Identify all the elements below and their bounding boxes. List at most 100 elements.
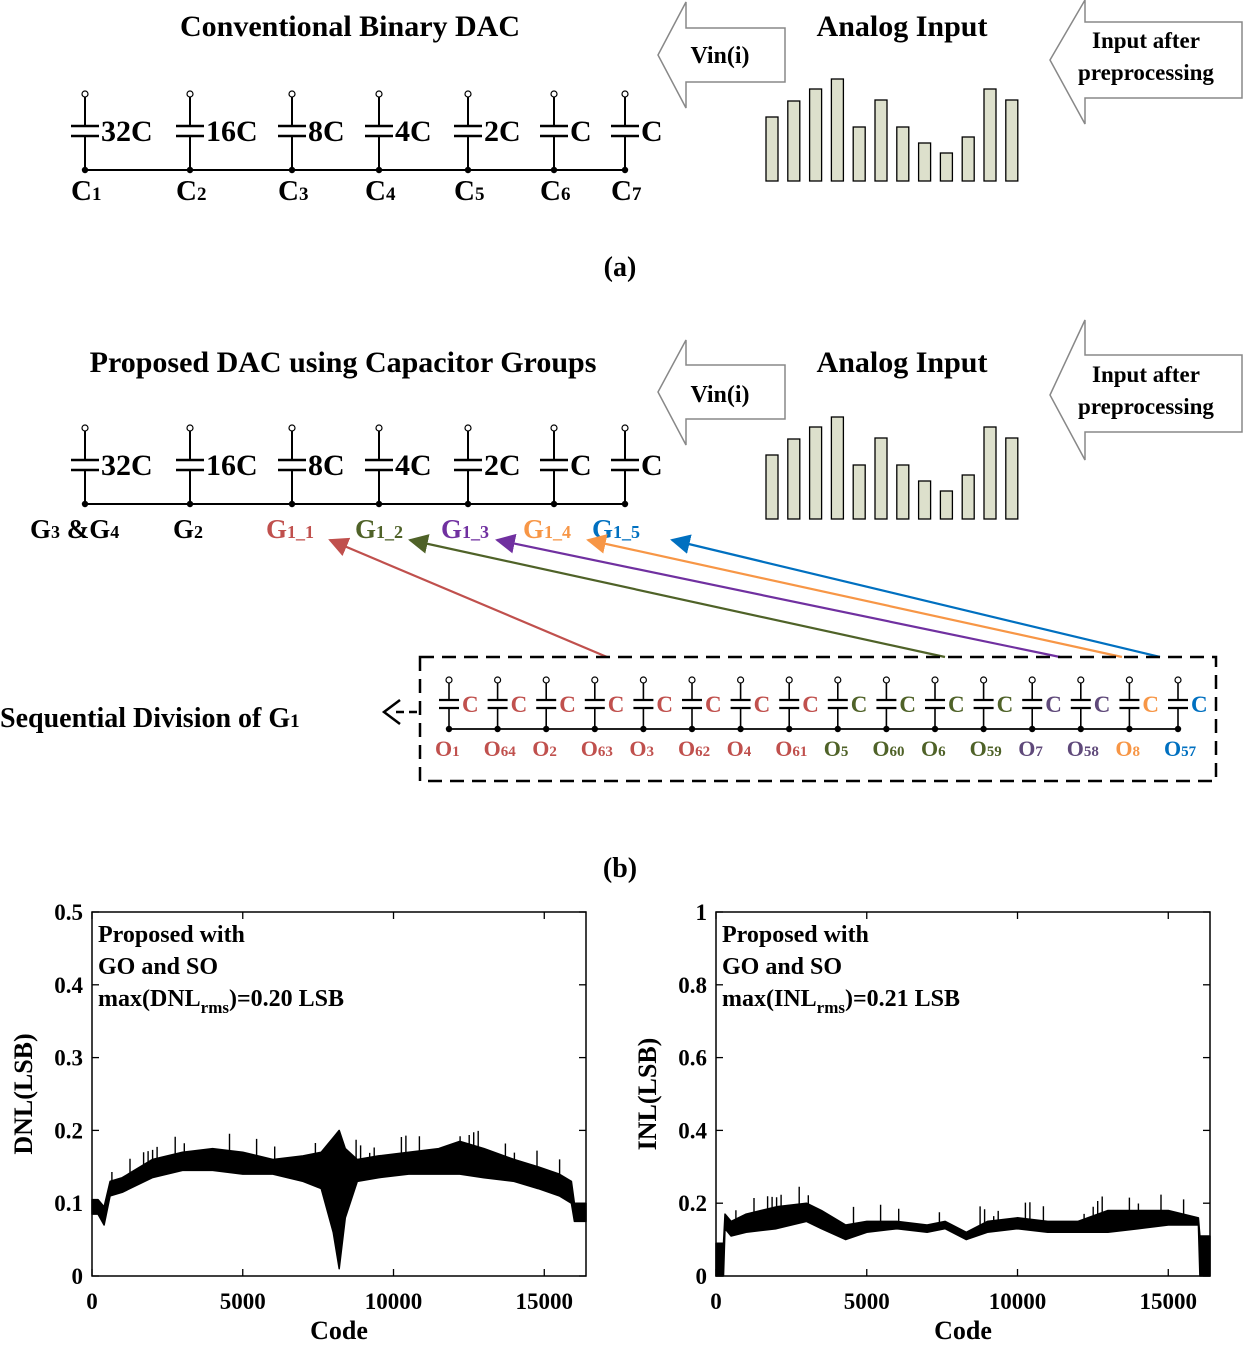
terminal	[464, 90, 472, 98]
terminal	[1077, 676, 1085, 684]
terminal	[445, 676, 453, 684]
data-envelope	[715, 1202, 1211, 1277]
terminal	[375, 90, 383, 98]
group-label-g1-3: G1_3	[441, 514, 489, 544]
unit-capacitor-label: C	[899, 692, 916, 717]
preprocessing-label-b-line1: Input after	[1092, 362, 1200, 387]
group-label-g1-1: G1_1	[266, 514, 314, 544]
unit-node-label: O3	[629, 736, 654, 761]
panel-a: Conventional Binary DAC Analog Input Vin…	[71, 0, 1243, 283]
y-tick-label: 0.2	[54, 1118, 83, 1143]
panel-b: Proposed DAC using Capacitor Groups Anal…	[0, 319, 1243, 884]
unit-node-label: O58	[1067, 736, 1099, 761]
node-label: C1	[71, 175, 101, 207]
x-tick-label: 15000	[516, 1289, 574, 1314]
unit-capacitor-label: C	[608, 692, 625, 717]
terminal	[375, 424, 383, 432]
unit-capacitor-label: C	[802, 692, 819, 717]
node-dot	[883, 725, 890, 733]
vin-label-b: Vin(i)	[690, 382, 749, 408]
node-dot	[81, 166, 89, 174]
analog-input-bar	[830, 78, 845, 182]
group-label-g1-5: G1_5	[592, 514, 640, 544]
node-dot	[688, 725, 696, 733]
arrow-to-g1-2	[408, 534, 946, 659]
analog-input-bar	[939, 490, 954, 520]
annotation-line2: GO and SO	[722, 954, 842, 980]
node-dot	[550, 166, 558, 174]
x-tick-label: 5000	[220, 1289, 266, 1314]
node-dot	[186, 500, 194, 508]
division-bracket	[381, 699, 401, 725]
y-axis-label: DNL(LSB)	[9, 1033, 38, 1154]
unit-capacitor-label: C	[1045, 692, 1062, 717]
terminal	[621, 424, 629, 432]
terminal	[931, 676, 939, 684]
node-dot	[288, 500, 296, 508]
unit-capacitor-label: C	[997, 692, 1014, 717]
y-tick-label: 0.1	[54, 1191, 83, 1216]
unit-capacitor-label: C	[1142, 692, 1159, 717]
analog-input-bar	[1005, 437, 1019, 520]
unit-node-label: O64	[484, 736, 517, 761]
node-dot	[834, 725, 841, 733]
dnl-chart: 0 0.1 0.2 0.3 0.4 0.5 0 5000 10000 15000 Code DNL(L…	[9, 900, 587, 1345]
terminal	[688, 676, 696, 684]
unit-node-label: O7	[1018, 736, 1043, 761]
node-dot	[464, 500, 472, 508]
analog-input-bars-b	[765, 416, 1019, 520]
sequential-division-label: Sequential Division of G1	[0, 703, 300, 734]
unit-node-label: O5	[824, 736, 849, 761]
analog-input-bar	[983, 426, 997, 520]
terminal	[639, 676, 648, 684]
preprocessing-label-line1: Input after	[1092, 28, 1200, 53]
unit-capacitor-label: C	[656, 692, 673, 717]
terminal	[736, 676, 745, 684]
y-tick-label: 0.4	[54, 973, 83, 998]
y-axis-label: INL(LSB)	[633, 1038, 662, 1151]
group-label-g1-4: G1_4	[523, 514, 571, 544]
analog-input-bar	[765, 116, 779, 182]
y-tick-label: 0.2	[678, 1191, 707, 1216]
x-tick-label: 10000	[989, 1289, 1047, 1314]
group-label-g2: G2	[173, 514, 203, 544]
y-tick-label: 0	[696, 1264, 708, 1289]
terminal	[186, 90, 194, 98]
capacitor-value: C	[570, 115, 592, 148]
capacitor-value: 8C	[308, 115, 345, 148]
group-label-g1-2: G1_2	[355, 514, 403, 544]
node-dot	[1174, 725, 1182, 733]
group-mapping-arrows	[328, 533, 1161, 659]
preprocessing-arrow-b	[1049, 319, 1243, 461]
terminal	[81, 424, 89, 432]
vin-arrow-b	[657, 339, 786, 446]
analog-input-bar	[983, 88, 997, 182]
annotation-line3: max(INLrms)=0.21 LSB	[722, 986, 960, 1017]
node-dot	[980, 725, 987, 733]
data-envelope	[91, 1129, 587, 1270]
terminal	[550, 90, 558, 98]
analog-input-bar	[852, 464, 866, 520]
capacitor-value: 4C	[395, 449, 432, 482]
unit-capacitor-label: C	[705, 692, 722, 717]
terminal	[186, 424, 194, 432]
unit-capacitor-label: C	[754, 692, 771, 717]
capacitor-value: 4C	[395, 115, 432, 148]
y-tick-label: 0.6	[678, 1046, 707, 1071]
unit-node-label: O59	[970, 736, 1002, 761]
panel-b-title: Proposed DAC using Capacitor Groups	[90, 346, 597, 379]
grouped-dac-schematic: 32C 16C 8C 4C 2C C C	[71, 424, 663, 508]
analog-input-bar	[1005, 99, 1019, 182]
unit-node-label: O60	[872, 736, 904, 761]
terminal	[979, 676, 988, 684]
capacitor-value: C	[570, 449, 592, 482]
inl-chart: 0 0.2 0.4 0.6 0.8 1 0 5000 10000 15000 Code INL(LSB…	[633, 900, 1211, 1345]
terminal	[591, 676, 599, 684]
node-label: C4	[365, 175, 396, 207]
node-dot	[550, 500, 558, 508]
y-tick-label: 0.3	[54, 1046, 83, 1071]
terminal	[494, 676, 502, 684]
analog-input-bar	[787, 438, 801, 520]
